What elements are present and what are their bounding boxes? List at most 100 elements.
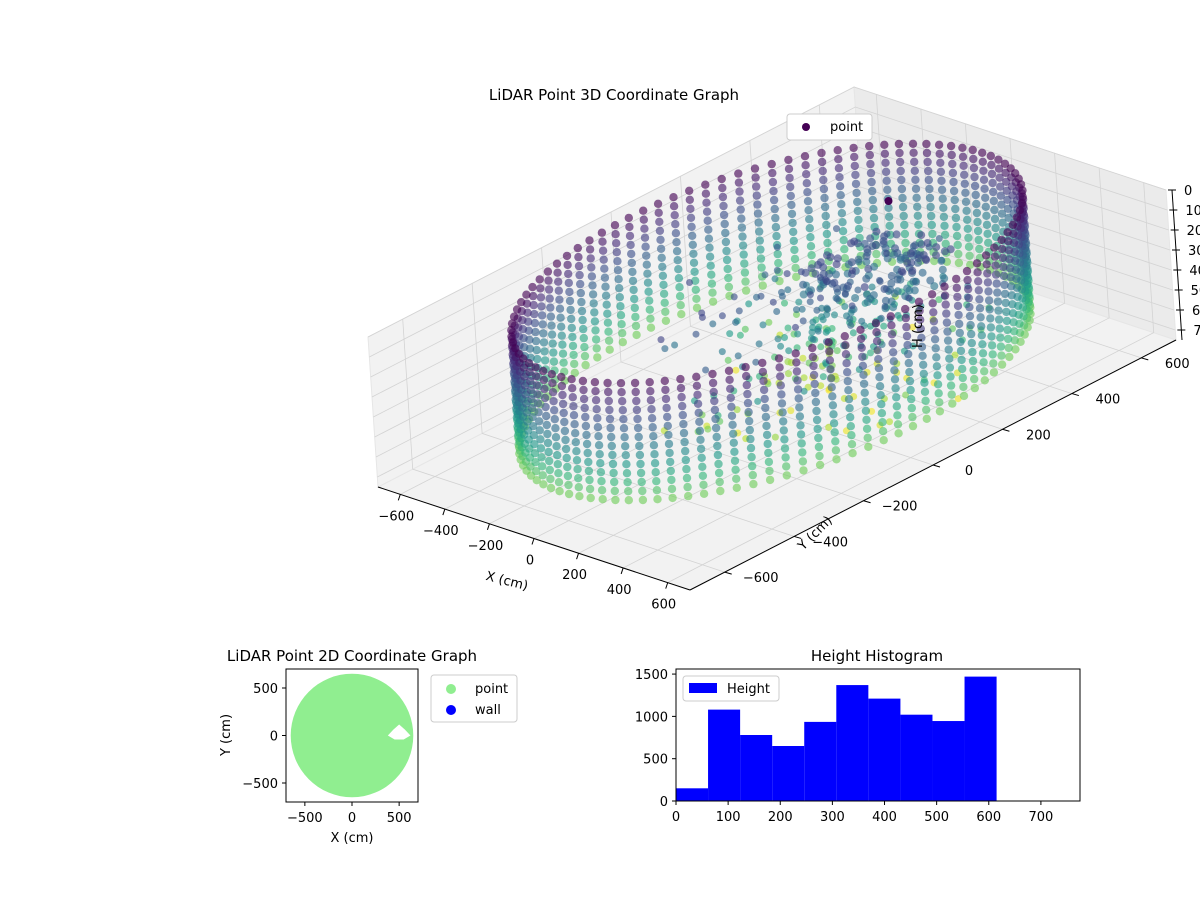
chart-3d-data-point [755,227,764,236]
chart-3d-data-point [886,312,895,321]
chart-3d-data-point [545,294,554,303]
chart-3d-data-point [646,323,656,332]
chart-3d-data-point [775,363,784,372]
chart-3d-data-point [571,429,580,438]
chart-3d-data-point [994,306,1003,315]
chart-3d-data-point [698,471,708,480]
chart-3d-data-point [646,314,655,323]
chart-3d-data-point [1018,192,1027,201]
chart-3d-data-point [820,202,830,212]
chart-3d-x-tick [665,582,669,589]
chart-3d-data-point [853,206,862,216]
chart-3d-x-tick [486,523,490,530]
chart-3d-data-point [604,336,614,345]
chart-3d-x-tick-label: −200 [468,539,504,554]
chart-3d-data-point [667,484,677,494]
chart-3d-data-point [609,468,618,478]
chart-3d-data-point [708,369,717,379]
chart-2d-y-tick-label: 500 [253,682,278,697]
chart-3d-data-point [991,223,1000,233]
histogram-x-tick-label: 100 [716,810,741,825]
chart-3d-data-point [903,340,912,350]
chart-3d-data-point [657,336,665,344]
chart-3d-data-point [657,253,666,262]
chart-3d-data-point [897,267,906,276]
chart-3d-data-point [718,192,728,202]
chart-3d-data-point [722,255,732,265]
chart-3d-data-point [745,300,753,308]
chart-3d-data-point [785,347,793,355]
chart-3d-data-point [593,423,603,432]
chart-3d-data-point [543,438,553,448]
chart-3d-data-point [537,311,547,320]
chart-3d-data-point [983,229,992,238]
chart-3d-data-point [947,390,956,399]
chart-3d-data-point [754,397,762,405]
chart-3d-data-point [1015,206,1025,215]
chart-3d-data-point [993,297,1003,306]
chart-3d-data-point [764,448,773,458]
chart-3d-data-point [570,420,579,429]
chart-3d-data-point [909,148,918,157]
chart-3d-data-point [901,313,910,323]
chart-3d-data-point [918,351,927,360]
chart-3d-data-point [578,376,588,386]
chart-3d-data-point [543,267,553,276]
chart-3d-data-point [536,444,546,453]
chart-3d-data-point [554,286,563,295]
chart-3d-data-point [1004,237,1013,246]
chart-3d-data-point [740,268,750,277]
chart-3d-data-point [694,408,703,417]
chart-3d-data-point [559,358,568,367]
chart-3d-data-point [704,234,714,243]
chart-3d-data-point [721,228,730,238]
chart-2d-legend-point-label: point [475,682,508,697]
chart-3d-data-point [901,304,910,314]
chart-3d-data-point [978,349,988,358]
chart-3d-data-point [964,242,974,251]
chart-3d-data-point [785,173,794,183]
chart-3d-data-point [622,460,631,469]
chart-3d-data-point [586,493,595,503]
chart-3d-data-point [958,364,967,374]
chart-3d-data-point [983,269,992,278]
chart-3d-data-point [859,370,868,379]
histogram-x-tick-label: 200 [768,810,793,825]
chart-3d-data-point [927,220,936,230]
chart-3d-data-point [703,216,712,225]
chart-3d-y-tick-label: −200 [882,500,918,515]
chart-3d-data-point [792,272,801,282]
chart-3d-data-point [537,302,546,311]
chart-3d-data-point [900,229,910,239]
chart-3d-data-point [708,288,717,297]
chart-3d-data-point [529,431,538,440]
chart-3d-data-point [652,477,661,486]
chart-3d-data-point [689,249,698,258]
chart-3d-data-point [652,486,662,495]
chart-3d-data-point [638,486,647,496]
chart-3d-data-point [997,209,1007,218]
chart-3d-data-point [668,493,677,503]
chart-3d-data-point [648,423,657,432]
chart-3d-data-point [847,431,856,440]
chart-3d-data-point [872,337,882,346]
chart-3d-y-tick [724,571,732,575]
chart-3d-data-point [601,282,610,291]
chart-3d-data-point [923,157,932,167]
chart-3d-data-point [878,427,888,436]
histogram-x-tick-label: 0 [672,810,680,825]
chart-3d-data-point [860,388,869,397]
chart-3d-data-point [780,444,790,453]
chart-3d-data-point [949,177,958,187]
chart-3d-y-tick [1141,357,1149,361]
chart-3d-data-point [957,355,966,365]
chart-3d-data-point [937,185,947,194]
chart-3d-data-point [974,235,983,245]
chart-3d-data-point [607,432,616,442]
chart-3d-data-point [558,390,567,400]
chart-3d-data-point [825,356,835,365]
chart-3d-data-point [877,314,885,322]
chart-3d-data-point [955,319,964,329]
chart-3d-data-point [615,284,624,293]
